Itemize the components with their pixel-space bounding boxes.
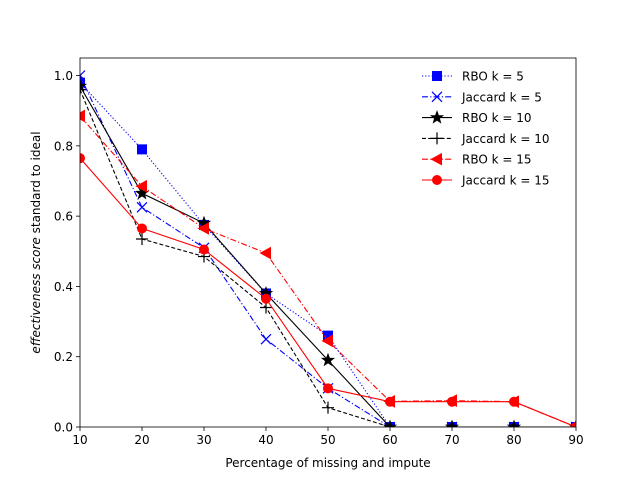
marker-triangle-left — [321, 334, 333, 348]
marker-circle — [385, 396, 395, 407]
legend-item: Jaccard k = 10 — [422, 132, 550, 146]
marker-star — [80, 78, 88, 93]
y-axis-label-rest: standard to ideal — [29, 131, 43, 237]
x-tick-label: 80 — [506, 433, 521, 447]
marker-x — [80, 70, 86, 81]
marker-square — [80, 77, 85, 88]
y-tick-label: 1.0 — [54, 69, 73, 83]
y-tick-label: 0.2 — [54, 350, 73, 364]
legend-label: Jaccard k = 5 — [461, 90, 542, 104]
marker-circle — [261, 293, 271, 304]
y-axis: 0.0 0.2 0.4 0.6 0.8 1.0 — [54, 69, 80, 435]
series-line — [80, 115, 576, 427]
legend: RBO k = 5 Jaccard k = 5 RBO k = 10 Jaccard … — [422, 70, 550, 188]
marker-triangle-left — [80, 109, 85, 123]
legend-item: RBO k = 10 — [422, 110, 532, 125]
legend-label: Jaccard k = 10 — [461, 132, 550, 146]
marker-x — [431, 91, 443, 103]
legend-item: Jaccard k = 15 — [422, 174, 550, 188]
marker-square — [432, 71, 442, 81]
x-axis-label: Percentage of missing and impute — [225, 456, 430, 470]
y-axis-label: effectiveness score standard to ideal — [29, 131, 43, 353]
marker-plus — [384, 421, 396, 427]
marker-plus — [322, 401, 334, 414]
legend-item: Jaccard k = 5 — [422, 90, 542, 104]
marker-triangle-left — [135, 179, 147, 193]
marker-circle — [80, 153, 85, 164]
x-tick-label: 40 — [258, 433, 273, 447]
marker-triangle-left — [259, 246, 271, 260]
marker-star — [429, 110, 445, 124]
legend-label: RBO k = 15 — [462, 153, 532, 167]
y-tick-label: 0.4 — [54, 280, 73, 294]
marker-x — [260, 333, 272, 345]
series-line — [80, 75, 576, 427]
marker-x — [446, 421, 458, 427]
marker-x — [136, 201, 148, 213]
x-tick-label: 90 — [568, 433, 583, 447]
x-tick-label: 10 — [72, 433, 87, 447]
marker-triangle-left — [197, 222, 209, 235]
marker-circle — [571, 422, 576, 427]
marker-plus — [136, 232, 148, 245]
series-layer — [80, 70, 576, 427]
legend-item: RBO k = 5 — [422, 70, 524, 84]
y-axis-label-italic: effectiveness score — [29, 237, 43, 353]
marker-plus — [446, 421, 458, 427]
legend-label: RBO k = 10 — [462, 111, 532, 125]
marker-square — [137, 144, 147, 155]
series-jaccard-k-15 — [80, 153, 576, 427]
marker-circle — [509, 396, 519, 407]
marker-plus — [431, 132, 443, 145]
y-tick-label: 0.6 — [54, 210, 73, 224]
series-jaccard-k-10 — [80, 83, 576, 427]
x-tick-label: 50 — [320, 433, 335, 447]
marker-plus — [508, 421, 520, 427]
x-tick-label: 70 — [444, 433, 459, 447]
x-tick-label: 30 — [196, 433, 211, 447]
y-tick-label: 0.8 — [54, 139, 73, 153]
marker-x — [508, 421, 520, 427]
x-tick-label: 60 — [382, 433, 397, 447]
y-tick-label: 0.0 — [54, 421, 73, 435]
legend-item: RBO k = 15 — [422, 153, 532, 167]
marker-circle — [199, 244, 209, 255]
marker-circle — [323, 383, 333, 394]
marker-circle — [432, 175, 442, 185]
marker-triangle-left — [430, 152, 442, 166]
marker-star — [320, 352, 336, 367]
marker-circle — [137, 223, 147, 234]
legend-label: RBO k = 5 — [462, 70, 524, 84]
marker-plus — [80, 83, 86, 96]
x-axis: 10 20 30 40 50 60 70 80 90 — [72, 427, 584, 447]
x-tick-label: 20 — [134, 433, 149, 447]
legend-label: Jaccard k = 15 — [461, 174, 550, 188]
marker-circle — [447, 396, 457, 407]
